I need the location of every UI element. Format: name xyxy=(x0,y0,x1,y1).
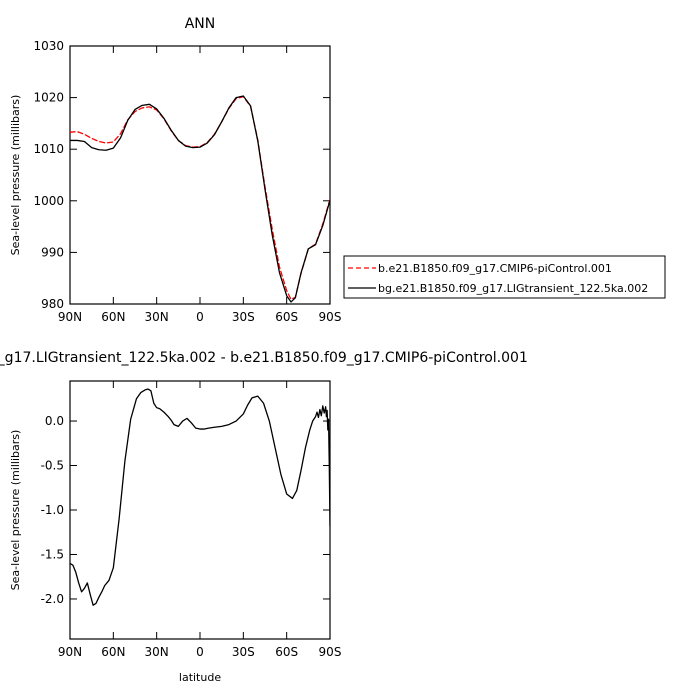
y-tick-label: 980 xyxy=(41,297,64,311)
x-tick-label: 90S xyxy=(319,310,342,324)
x-tick-label: 0 xyxy=(196,645,204,659)
panel-title: ANN xyxy=(185,16,216,32)
x-tick-label: 30S xyxy=(232,645,255,659)
legend-label-series-1: b.e21.B1850.f09_g17.CMIP6-piControl.001 xyxy=(378,262,612,275)
y-tick-label: -0.5 xyxy=(41,459,64,473)
y-tick-label: -2.0 xyxy=(41,592,64,606)
x-tick-label: 90N xyxy=(58,310,82,324)
plot-frame xyxy=(69,45,331,305)
y-axis-title: Sea-level pressure (millibars) xyxy=(9,430,22,591)
x-tick-label: 0 xyxy=(196,310,204,324)
x-tick-label: 60N xyxy=(101,645,125,659)
y-tick-label: 1010 xyxy=(33,142,64,156)
y-tick-label: -1.0 xyxy=(41,503,64,517)
series-line-1 xyxy=(70,388,330,606)
x-tick-label: 30N xyxy=(145,645,169,659)
y-tick-label: 1030 xyxy=(33,39,64,53)
panel-difference: bg.e21.B1850.f09_g17.LIGtransient_122.5k… xyxy=(0,350,528,684)
panel-annual-slp: ANN Sea-level pressure (millibars) 90N 60… xyxy=(9,16,341,324)
x-tick-label: 90N xyxy=(58,645,82,659)
y-tick-label: -1.5 xyxy=(41,547,64,561)
x-tick-label: 60S xyxy=(275,645,298,659)
x-tick-label: 60S xyxy=(275,310,298,324)
x-tick-label: 90S xyxy=(319,645,342,659)
y-tick-label: 0.0 xyxy=(45,414,64,428)
x-axis-title: latitude xyxy=(179,671,221,684)
plot-frame xyxy=(69,380,331,640)
x-tick-label: 30S xyxy=(232,310,255,324)
series-line-2 xyxy=(70,95,330,303)
legend: b.e21.B1850.f09_g17.CMIP6-piControl.001 … xyxy=(343,255,666,299)
legend-label-series-2: bg.e21.B1850.f09_g17.LIGtransient_122.5k… xyxy=(378,282,648,295)
y-tick-label: 990 xyxy=(41,245,64,259)
x-tick-label: 60N xyxy=(101,310,125,324)
y-tick-label: 1000 xyxy=(33,194,64,208)
y-axis-title: Sea-level pressure (millibars) xyxy=(9,95,22,256)
x-tick-label: 30N xyxy=(145,310,169,324)
series-line-1 xyxy=(70,95,330,301)
legend-box xyxy=(343,255,666,299)
panel-title: bg.e21.B1850.f09_g17.LIGtransient_122.5k… xyxy=(0,350,528,366)
y-tick-label: 1020 xyxy=(33,91,64,105)
